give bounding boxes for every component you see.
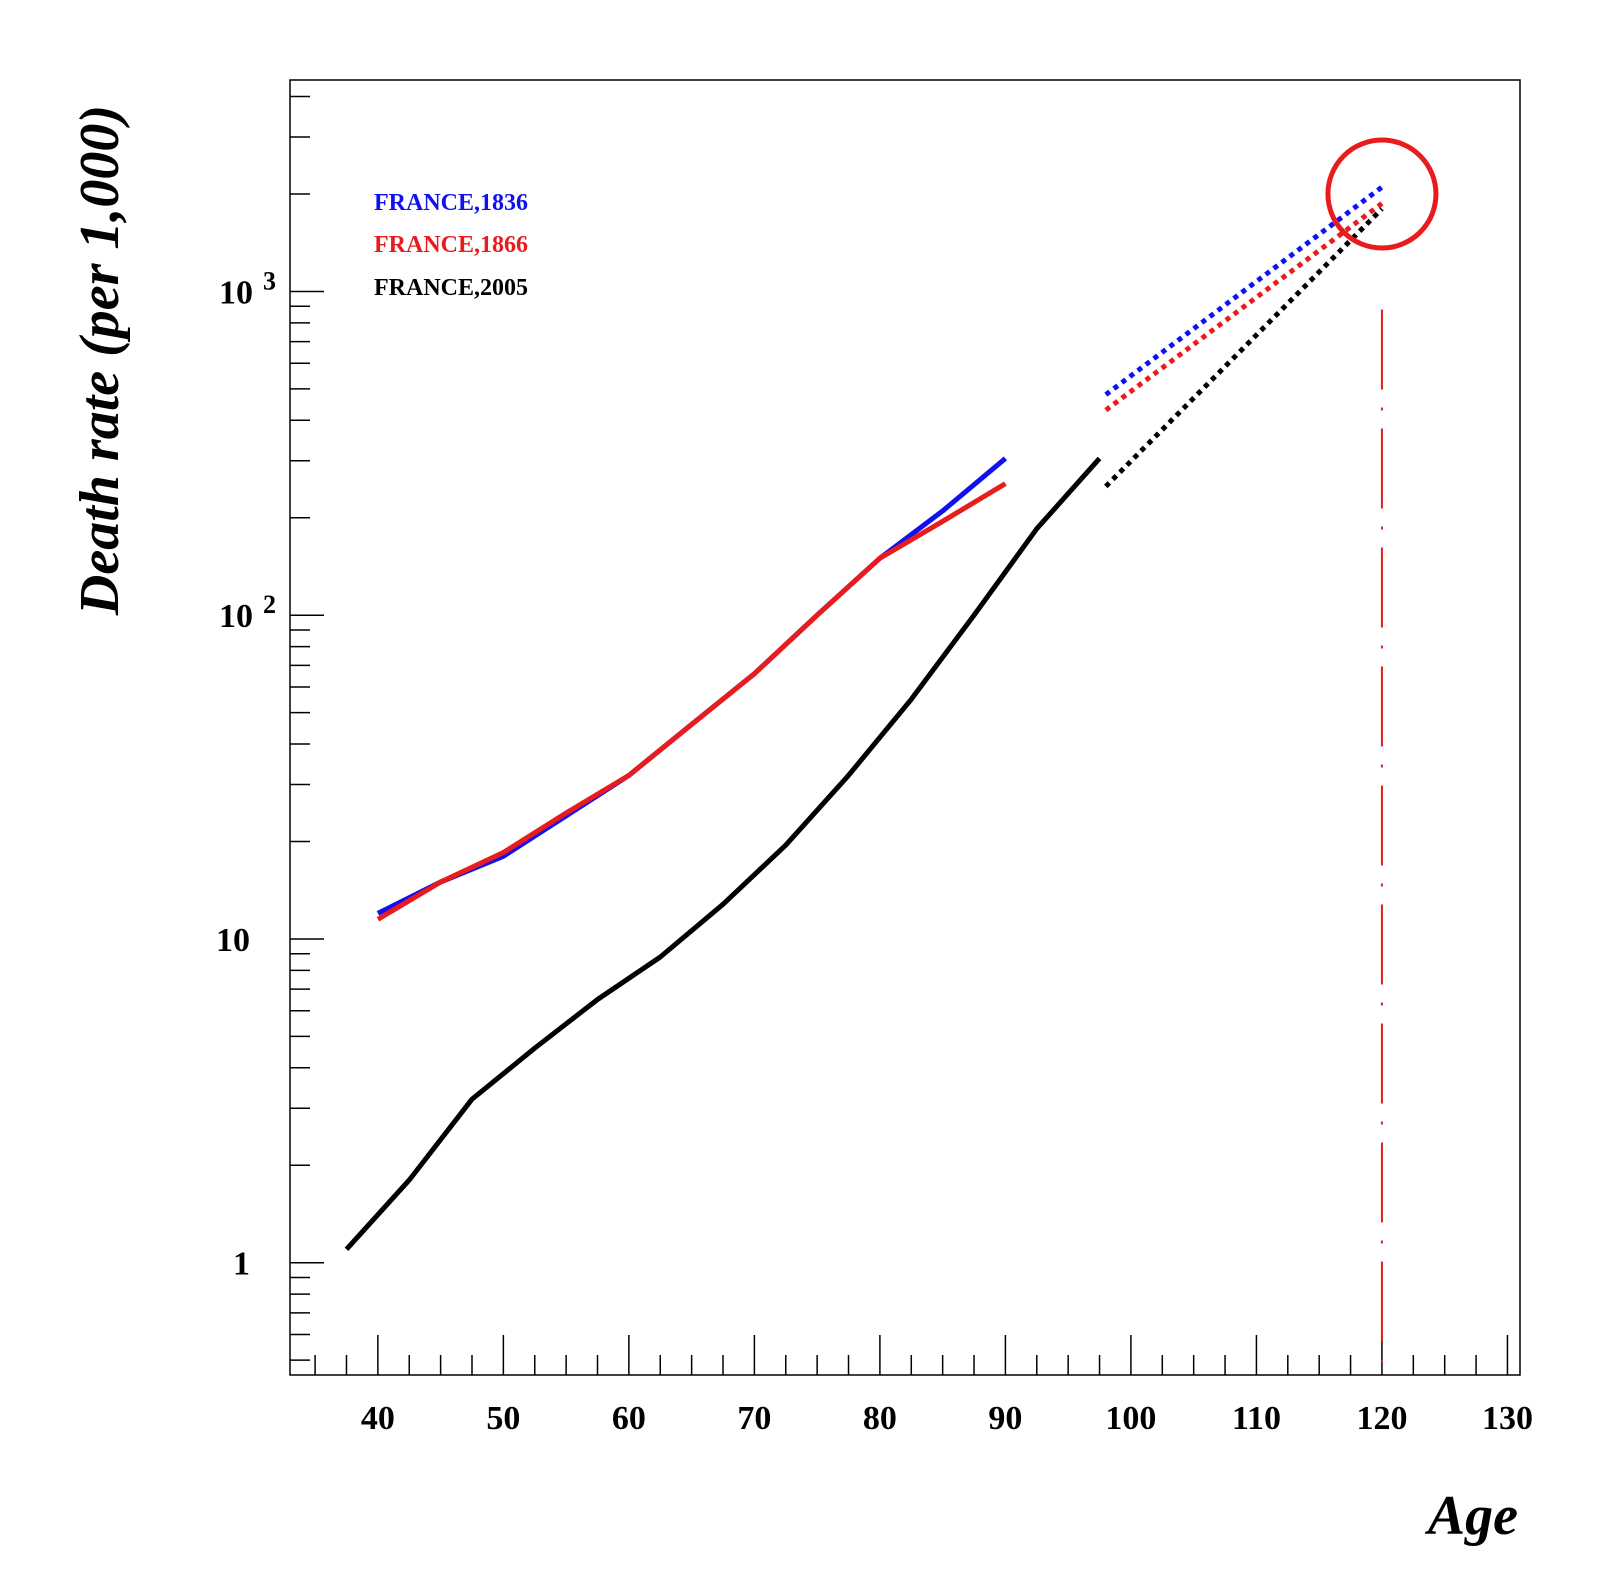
annotation-layer: [1325, 137, 1439, 1375]
x-tick-label: 40: [361, 1400, 395, 1437]
x-tick-label: 110: [1232, 1400, 1281, 1437]
series-layer: [344, 185, 1384, 1251]
x-axis: 40 50 60 70 80 90 100 110 120 130: [314, 1335, 1533, 1437]
series-line-1: [376, 481, 1007, 922]
x-tick-label: 80: [863, 1400, 897, 1437]
highlight-circle: [1325, 137, 1439, 251]
series-extrapolation-0: [1104, 185, 1384, 397]
legend-entry-1866: FRANCE,1866: [374, 232, 528, 258]
y-tick-label: 1: [233, 1246, 250, 1283]
x-tick-label: 90: [988, 1400, 1022, 1437]
series-extrapolation-1: [1104, 201, 1384, 413]
x-tick-label: 50: [486, 1400, 520, 1437]
y-tick-label: 10 2: [219, 590, 276, 635]
series-line-2: [344, 456, 1102, 1251]
y-tick-label: 10: [216, 922, 250, 959]
legend-entry-2005: FRANCE,2005: [374, 275, 528, 301]
x-tick-label: 60: [612, 1400, 646, 1437]
x-axis-title: Age: [1425, 1485, 1518, 1547]
y-axis-title: Death rate (per 1,000): [69, 105, 131, 616]
series-extrapolation-2: [1104, 207, 1384, 489]
x-tick-label: 130: [1482, 1400, 1533, 1437]
legend-entry-1836: FRANCE,1836: [374, 190, 528, 216]
x-tick-label: 70: [737, 1400, 771, 1437]
legend: FRANCE,1836 FRANCE,1866 FRANCE,2005: [374, 190, 528, 301]
x-tick-label: 100: [1105, 1400, 1156, 1437]
plot-frame: [289, 79, 1521, 1376]
y-tick-label: 10 3: [219, 266, 276, 311]
series-line-0: [376, 456, 1008, 916]
x-tick-label: 120: [1356, 1400, 1407, 1437]
